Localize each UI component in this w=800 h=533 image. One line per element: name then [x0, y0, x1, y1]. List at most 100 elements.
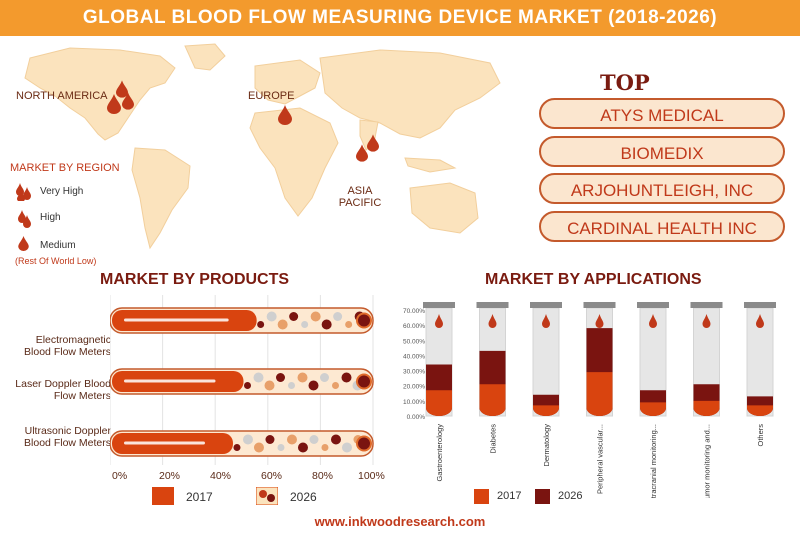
product-bar-2026-dot	[265, 435, 275, 444]
applications-x-label: Intracranial monitoring...	[649, 424, 658, 498]
tube-cap	[423, 302, 455, 308]
tube-fill-2017	[533, 405, 559, 416]
south-america-land	[131, 147, 191, 250]
medium-drop-icon	[18, 236, 29, 251]
product-label-laser-doppler: Laser Doppler Blood Flow Meters	[15, 378, 111, 402]
drop-icon	[278, 105, 292, 125]
drop-icon	[595, 314, 604, 328]
applications-legend-swatch-2017	[474, 489, 489, 504]
legend-medium: Medium	[40, 240, 76, 251]
product-bar-2026-dot	[332, 382, 339, 389]
products-x-tick: 100%	[358, 470, 385, 482]
product-bar-2026-dot	[341, 372, 352, 383]
product-bar-2026-dot	[286, 434, 297, 445]
company-atys-medical: ATYS MEDICAL	[539, 98, 785, 129]
product-bar-2026-dot	[277, 319, 288, 330]
tube-fill-2017	[747, 405, 773, 416]
products-x-tick: 40%	[210, 470, 232, 482]
tube-cap	[744, 302, 776, 308]
region-label-asia-pacific: ASIA PACIFIC	[338, 185, 382, 209]
products-chart	[110, 295, 374, 465]
product-bar-2026-dot	[310, 311, 321, 322]
very-high-drops-icon	[16, 183, 31, 201]
product-bar-2026-dot	[308, 380, 319, 391]
region-label-europe: EUROPE	[248, 90, 295, 102]
tube-fill-2017	[586, 372, 613, 416]
product-bar-2026-dot	[288, 382, 295, 389]
product-bar-2026-dot	[330, 434, 341, 445]
company-biomedix: BIOMEDIX	[539, 136, 785, 167]
asia-land	[319, 49, 501, 139]
tube-fill-2017	[426, 390, 452, 416]
product-bar-2026-dot	[309, 435, 319, 444]
product-bar-2026-dot	[266, 311, 277, 322]
product-bar-2026-dot	[253, 442, 264, 453]
europe-land	[254, 59, 321, 105]
applications-legend-swatch-2026	[535, 489, 550, 504]
product-bar-2026-dot	[276, 373, 285, 382]
tube-cap	[637, 302, 669, 308]
applications-y-tick: 10.00%	[403, 399, 425, 406]
product-bar-2026-dot	[345, 321, 353, 328]
product-bar-2026-dot	[301, 321, 309, 328]
drop-icon	[116, 80, 128, 98]
applications-chart: 0.00% 10.00% 20.00% 30.00% 40.00% 50.00% 60.00…	[403, 302, 776, 498]
tube-fill-2017	[640, 402, 666, 416]
drop-icon	[107, 94, 121, 114]
footer-url[interactable]: www.inkwoodresearch.com	[314, 514, 486, 529]
applications-x-label: Dermatology	[542, 424, 551, 467]
north-america-land	[24, 47, 176, 141]
drop-icon	[756, 314, 764, 328]
product-bar-2026-dot	[341, 442, 352, 453]
product-label-electromagnetic: Electromagnetic Blood Flow Meters	[24, 334, 111, 358]
applications-x-label: Gastroenterology	[435, 424, 444, 482]
drop-icon	[649, 314, 657, 328]
product-bar-highlight	[124, 441, 205, 445]
applications-y-tick: 60.00%	[403, 323, 425, 330]
australia-land	[409, 182, 479, 234]
tube-cap	[583, 302, 616, 308]
products-legend-2026: 2026	[290, 490, 317, 504]
company-cardinal-health: CARDINAL HEALTH INC	[539, 211, 785, 242]
product-bar-2026-end	[356, 373, 372, 390]
applications-x-label: Peripheral vascular...	[596, 424, 605, 494]
applications-x-label: Diabetes	[489, 424, 498, 454]
product-label-ultrasonic-doppler: Ultrasonic Doppler Blood Flow Meters	[24, 425, 111, 449]
products-x-tick: 20%	[159, 470, 181, 482]
product-bar-2026-dot	[242, 434, 253, 445]
page-title: GLOBAL BLOOD FLOW MEASURING DEVICE MARKE…	[0, 0, 800, 36]
drop-icon	[122, 92, 134, 110]
tube-fill-2017	[693, 400, 720, 416]
product-bar-highlight	[124, 318, 229, 322]
applications-y-tick: 20.00%	[403, 384, 425, 391]
products-chart-title: MARKET BY PRODUCTS	[100, 271, 290, 288]
applications-legend-2026: 2026	[558, 490, 583, 502]
product-bar-2026-dot	[233, 444, 241, 451]
tube-cap	[690, 302, 723, 308]
product-bar-2026-dot	[264, 380, 275, 391]
drop-icon	[356, 144, 368, 162]
product-bar-2026-dot	[321, 444, 329, 451]
drop-icon	[367, 134, 379, 152]
legend-note: (Rest Of World Low)	[15, 256, 97, 266]
product-bar-highlight	[124, 379, 216, 383]
drop-icon	[542, 314, 550, 328]
drop-icon	[702, 314, 711, 328]
product-bar-2026-dot	[253, 372, 264, 383]
product-bar-2026-dot	[320, 373, 329, 382]
company-arjohuntleigh: ARJOHUNTLEIGH, INC	[539, 173, 785, 204]
product-bar-2026-dot	[297, 372, 308, 383]
tube-fill-2017	[479, 384, 506, 416]
legend-high: High	[40, 212, 61, 223]
products-legend-2017: 2017	[186, 490, 213, 504]
indonesia-land	[404, 157, 457, 173]
drop-icon	[435, 314, 443, 328]
product-bar-2026-dot	[257, 321, 265, 328]
tube-cap	[476, 302, 509, 308]
product-bar-2026-dot	[297, 442, 308, 453]
world-map	[24, 43, 501, 250]
applications-y-tick: 0.00%	[407, 414, 426, 421]
market-by-region-title: MARKET BY REGION	[10, 162, 120, 174]
product-bar-2026-end	[356, 435, 372, 452]
drop-icon	[488, 314, 497, 328]
